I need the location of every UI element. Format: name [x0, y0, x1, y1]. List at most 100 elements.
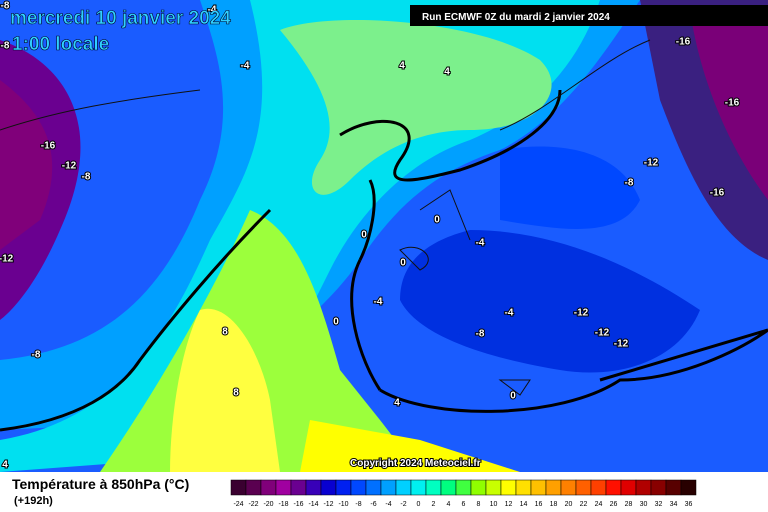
colorbar-swatch [470, 479, 487, 496]
colorbar-swatch [380, 479, 397, 496]
contour-label: -4 [476, 238, 485, 249]
contour-label: 4 [444, 67, 450, 78]
colorbar-label: 28 [625, 501, 633, 508]
contour-label: 0 [361, 230, 367, 241]
contour-label: -8 [1, 41, 10, 52]
colorbar-swatch [605, 479, 622, 496]
colorbar-swatch [305, 479, 322, 496]
contour-label: -4 [374, 297, 383, 308]
colorbar-swatch [455, 479, 472, 496]
colorbar-swatch [680, 479, 697, 496]
colorbar-label: -4 [385, 501, 391, 508]
colorbar-label: -16 [293, 501, 303, 508]
colorbar-label: 10 [490, 501, 498, 508]
colorbar-label: 24 [595, 501, 603, 508]
colorbar-swatch [560, 479, 577, 496]
date-title: mercredi 10 janvier 2024 [10, 8, 231, 29]
contour-label: -8 [476, 329, 485, 340]
colorbar-label: 2 [432, 501, 436, 508]
contour-label: 4 [399, 61, 405, 72]
colorbar-swatch [395, 479, 412, 496]
colorbar-swatch [650, 479, 667, 496]
colorbar-label: 30 [640, 501, 648, 508]
colorbar-label: -8 [355, 501, 361, 508]
contour-label: -8 [1, 1, 10, 12]
contour-label: -16 [725, 98, 740, 109]
colorbar-swatch [635, 479, 652, 496]
contour-label: -12 [62, 161, 77, 172]
colorbar-swatch [410, 479, 427, 496]
contour-label: 0 [333, 317, 339, 328]
contour-label: -16 [710, 188, 725, 199]
run-info: Run ECMWF 0Z du mardi 2 janvier 2024 [422, 12, 610, 23]
contour-label: -8 [625, 178, 634, 189]
colorbar-swatch [350, 479, 367, 496]
contour-label: -16 [676, 37, 691, 48]
contour-label: 4 [394, 398, 400, 409]
colorbar-swatch [275, 479, 292, 496]
colorbar-label: 18 [550, 501, 558, 508]
legend-title: Température à 850hPa (°C) [12, 476, 189, 492]
contour-label: 0 [510, 391, 516, 402]
colorbar-swatch [425, 479, 442, 496]
colorbar-swatch [590, 479, 607, 496]
time-title: 1:00 locale [12, 34, 109, 55]
colorbar-label: -2 [400, 501, 406, 508]
contour-label: -12 [0, 254, 14, 265]
colorbar-label: -24 [233, 501, 243, 508]
colorbar-label: -18 [278, 501, 288, 508]
colorbar-label: -14 [308, 501, 318, 508]
contour-label: -4 [241, 61, 250, 72]
colorbar-swatch [245, 479, 262, 496]
contour-label: 0 [400, 258, 406, 269]
colorbar-label: 12 [505, 501, 513, 508]
colorbar: -24 -22 -20 -18 -16 -14 -12 -10 -8 -6 -4 -2 0 2 4 6 8 10 1… [230, 479, 697, 508]
colorbar-swatch [230, 479, 247, 496]
contour-label: -4 [208, 5, 217, 16]
copyright: Copyright 2024 Meteociel.fr [350, 458, 481, 469]
contour-label: 8 [233, 388, 239, 399]
colorbar-label: -20 [263, 501, 273, 508]
colorbar-swatch [620, 479, 637, 496]
colorbar-swatch [290, 479, 307, 496]
colorbar-swatch [440, 479, 457, 496]
colorbar-label: 0 [417, 501, 421, 508]
colorbar-swatch [260, 479, 277, 496]
contour-label: -8 [32, 350, 41, 361]
colorbar-swatch [320, 479, 337, 496]
colorbar-swatch [665, 479, 682, 496]
colorbar-swatch [515, 479, 532, 496]
colorbar-swatch [365, 479, 382, 496]
colorbar-label: -22 [248, 501, 258, 508]
contour-label: -12 [595, 328, 610, 339]
contour-label: -8 [82, 172, 91, 183]
colorbar-label: -6 [370, 501, 376, 508]
contour-labels: -8 -4 -8 -4 4 4 -16 -16 -16 -12 -8 -16 -12 -8 -12 -8 0 0 0… [0, 0, 741, 472]
contour-label: -12 [644, 158, 659, 169]
colorbar-label: 36 [685, 501, 693, 508]
contour-label: 8 [222, 327, 228, 338]
colorbar-label: 8 [477, 501, 481, 508]
colorbar-label: -12 [323, 501, 333, 508]
contour-label: -4 [505, 308, 514, 319]
colorbar-swatch [545, 479, 562, 496]
colorbar-swatch [335, 479, 352, 496]
colorbar-label: 26 [610, 501, 618, 508]
contour-label: -12 [614, 339, 629, 350]
colorbar-swatch [485, 479, 502, 496]
colorbar-label: 14 [520, 501, 528, 508]
lead-time: (+192h) [14, 495, 53, 507]
colorbar-label: 6 [462, 501, 466, 508]
colorbar-label: -10 [338, 501, 348, 508]
contour-label: -12 [574, 308, 589, 319]
colorbar-swatch [575, 479, 592, 496]
contour-label: 4 [2, 460, 8, 471]
colorbar-swatch [500, 479, 517, 496]
colorbar-label: 4 [447, 501, 451, 508]
colorbar-label: 16 [535, 501, 543, 508]
run-box [410, 5, 768, 26]
colorbar-label: 20 [565, 501, 573, 508]
colorbar-label: 22 [580, 501, 588, 508]
colorbar-swatch [530, 479, 547, 496]
